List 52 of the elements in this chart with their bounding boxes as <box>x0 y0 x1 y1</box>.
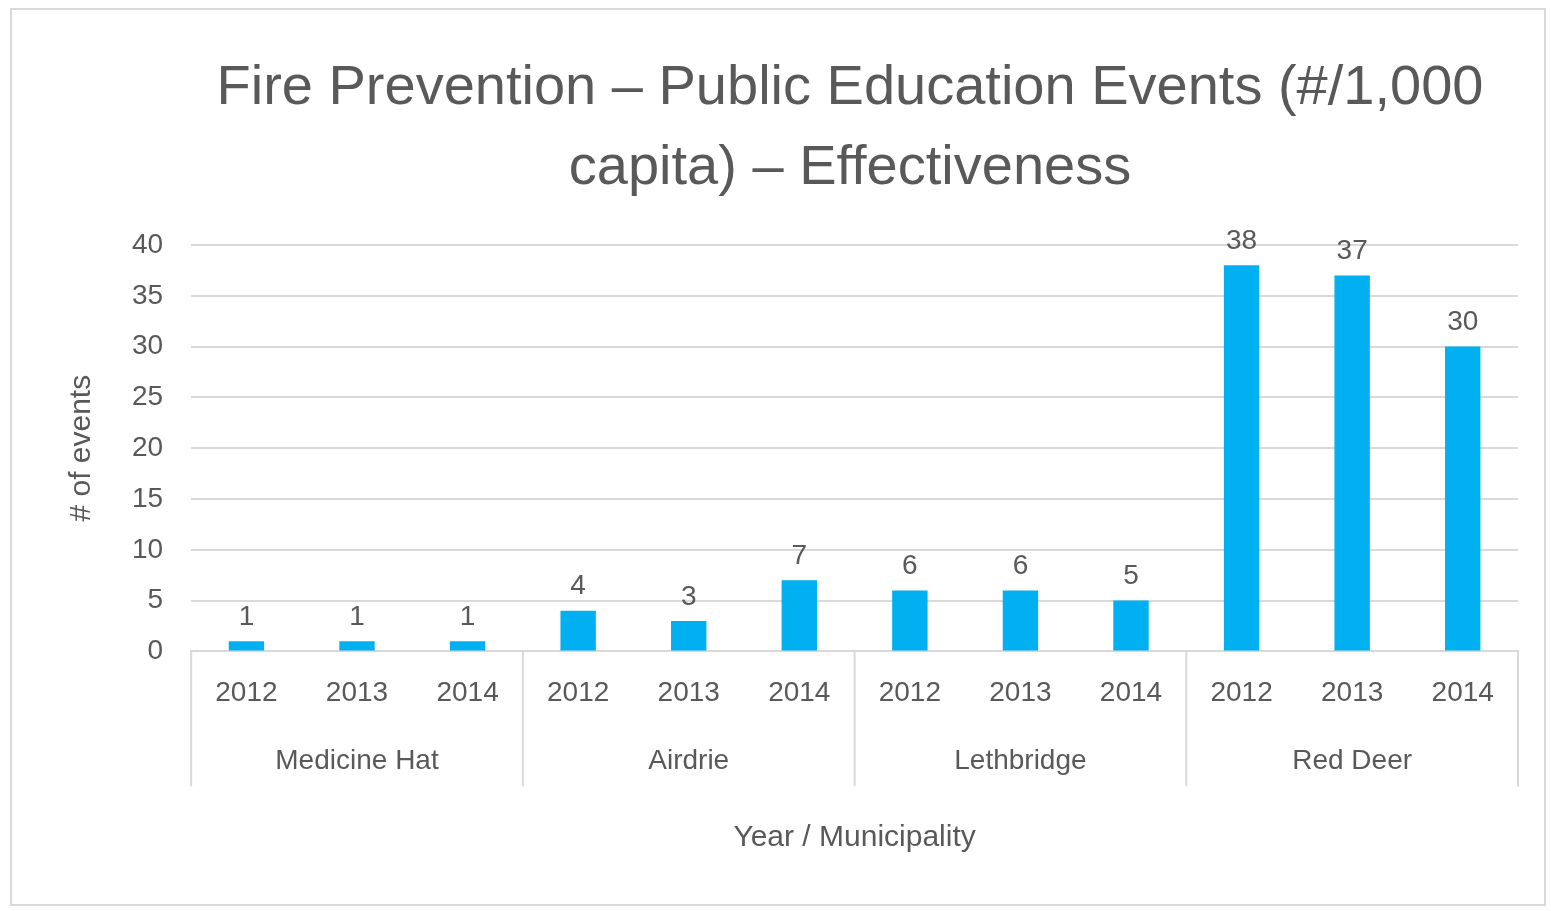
bar <box>1113 600 1149 651</box>
bar <box>339 641 375 651</box>
data-label: 4 <box>570 569 586 601</box>
x-tick-label: 2012 <box>547 675 610 707</box>
data-label: 6 <box>902 549 918 581</box>
data-label: 1 <box>459 599 476 631</box>
x-tick-label: 2013 <box>657 675 720 707</box>
bar <box>449 641 486 651</box>
x-tick-label: 2012 <box>878 675 942 707</box>
y-tick-label: 35 <box>131 278 164 310</box>
data-label: 7 <box>791 539 808 570</box>
text: Lethbridge <box>954 744 1087 776</box>
y-tick-label: 5 <box>147 583 164 615</box>
bar <box>1002 590 1039 651</box>
y-axis-title: # of events <box>63 374 97 522</box>
x-tick-label: 2012 <box>1210 675 1273 707</box>
y-tick-label: 15 <box>131 481 164 513</box>
x-tick-label: 2014 <box>768 675 831 707</box>
data-label: 38 <box>1225 224 1258 256</box>
x-tick-label: 2014 <box>436 675 499 707</box>
y-tick-label: 20 <box>131 430 164 462</box>
text: Red Deer <box>1292 744 1413 776</box>
x-tick-label: 2013 <box>325 675 389 707</box>
x-tick-label: 2013 <box>989 675 1052 707</box>
x-tick-label: 2013 <box>1320 675 1384 707</box>
bar <box>671 620 707 651</box>
x-tick-label: 2012 <box>215 675 278 707</box>
data-label: 37 <box>1336 234 1368 266</box>
text: Airdrie <box>648 744 730 776</box>
x-axis-title: Year / Municipality <box>733 819 976 853</box>
y-tick-label: 25 <box>131 380 164 412</box>
data-label: 3 <box>680 579 697 611</box>
chart-title: Fire Prevention – Public Education Events (#/1,000 capita) – Effectiveness <box>215 52 1485 198</box>
bar <box>228 641 265 651</box>
y-tick-label: 40 <box>131 227 164 259</box>
bar <box>1334 275 1370 651</box>
bar <box>1445 346 1481 651</box>
data-label: 1 <box>349 599 365 631</box>
x-tick-label: 2014 <box>1431 675 1494 707</box>
x-tick-label: 2014 <box>1099 675 1163 707</box>
text: Medicine Hat <box>275 744 439 776</box>
data-label: 6 <box>1012 549 1029 581</box>
data-label: 30 <box>1447 305 1479 337</box>
y-tick-label: 0 <box>147 634 164 666</box>
bar <box>781 580 817 651</box>
bar <box>560 610 596 651</box>
y-tick-label: 10 <box>131 532 164 564</box>
data-label: 5 <box>1123 559 1139 591</box>
bar <box>892 590 928 651</box>
bar <box>1223 265 1260 651</box>
y-tick-label: 30 <box>131 329 164 361</box>
data-label: 1 <box>238 599 255 631</box>
